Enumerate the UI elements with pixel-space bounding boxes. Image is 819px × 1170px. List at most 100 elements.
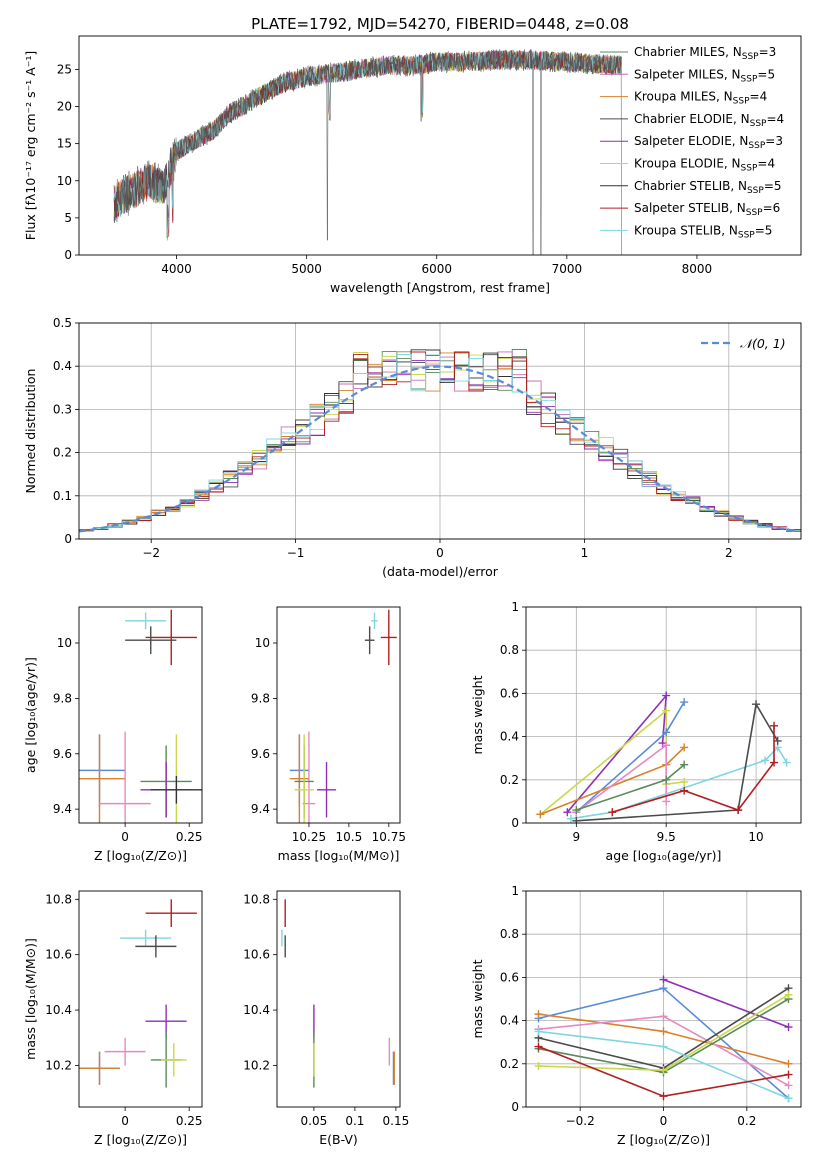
errorbar-point — [145, 899, 197, 927]
x-tick-label: 0 — [660, 1114, 668, 1128]
errorbar-point — [161, 1043, 187, 1077]
x-axis-label: wavelength [Angstrom, rest frame] — [330, 280, 550, 295]
axes-frame — [78, 890, 203, 1108]
x-axis-label: (data-model)/error — [382, 564, 499, 579]
panel-mass_vs_Z: 0 0.25 10.2 10.4 10.6 10.8 Z [log₁₀(Z/Z⊙)] mass… — [23, 890, 203, 1147]
axes-frame — [78, 606, 203, 824]
y-tick-label: 15 — [57, 137, 72, 151]
errorbar-point — [289, 734, 309, 823]
legend: 𝒩(0, 1) — [701, 336, 786, 351]
axes-frame — [78, 322, 802, 540]
plus-marker — [608, 808, 617, 817]
plus-marker — [784, 1070, 793, 1079]
plus-marker — [784, 1023, 793, 1032]
axes-frame — [525, 606, 802, 824]
panel-age_vs_Z: 0 0.25 9.4 9.6 9.8 10 Z [log₁₀(Z/Z⊙)] age [log₁… — [23, 606, 203, 863]
plus-marker — [680, 743, 689, 752]
plus-marker — [572, 816, 581, 823]
x-axis-label: E(B-V) — [319, 1132, 358, 1147]
x-tick-label: 0.2 — [737, 1114, 756, 1128]
y-tick-label: 0.3 — [53, 402, 72, 416]
plus-marker — [662, 728, 671, 737]
plus-marker — [572, 806, 581, 815]
y-tick-label: 0.6 — [500, 970, 519, 984]
y-tick-label: 10 — [255, 636, 270, 650]
y-axis-label: mass [log₁₀(M/M⊙)] — [23, 938, 38, 1060]
y-tick-label: 0.4 — [500, 1014, 519, 1028]
x-tick-label: 0 — [436, 546, 444, 560]
plus-marker — [662, 741, 671, 750]
x-tick-label: 10.25 — [292, 830, 326, 844]
errorbar-point — [125, 626, 177, 655]
plot-area-massweight_vs_Z — [534, 975, 793, 1103]
x-tick-label: 0 — [121, 830, 129, 844]
y-tick-label: 5 — [64, 211, 72, 225]
axes-frame — [525, 890, 802, 1108]
y-axis-label: Flux [fλ10⁻¹⁷ erg cm⁻² s⁻¹ A⁻¹] — [23, 51, 38, 240]
weight-line — [663, 978, 789, 1028]
y-tick-label: 0.4 — [53, 359, 72, 373]
observed-spectrum-line — [113, 49, 622, 255]
errorbar-point — [364, 626, 375, 655]
y-tick-label: 10.4 — [243, 1003, 270, 1017]
y-tick-label: 10.6 — [243, 948, 270, 962]
histogram-step — [79, 354, 801, 532]
x-tick-label: 0.25 — [176, 830, 203, 844]
plus-marker — [680, 777, 689, 786]
errorbar-point — [294, 734, 314, 823]
y-tick-label: 0.2 — [500, 1057, 519, 1071]
y-tick-label: 25 — [57, 62, 72, 76]
plus-marker — [534, 1027, 543, 1036]
plus-marker — [773, 736, 782, 745]
x-tick-label: 10.5 — [336, 830, 363, 844]
x-tick-label: 0.15 — [383, 1114, 410, 1128]
y-tick-label: 1 — [511, 884, 519, 898]
x-tick-label: 9.5 — [657, 830, 676, 844]
legend-entry: Kroupa ELODIE, NSSP=4 — [634, 157, 775, 174]
errorbar-point — [145, 609, 197, 666]
x-tick-label: 0.25 — [176, 1114, 203, 1128]
y-tick-label: 10.2 — [45, 1058, 72, 1072]
errorbar-point — [120, 929, 172, 947]
legend-entry: Salpeter STELIB, NSSP=6 — [634, 201, 780, 218]
y-tick-label: 0.1 — [53, 489, 72, 503]
y-axis-label: mass weight — [470, 675, 485, 754]
figure-title: PLATE=1792, MJD=54270, FIBERID=0448, z=0… — [251, 15, 629, 33]
plus-marker — [784, 990, 793, 999]
plus-marker — [770, 721, 779, 730]
plus-marker — [662, 775, 671, 784]
panel-massweight_vs_age: 9 9.5 10 0 0.2 0.4 0.6 0.8 1 age [log₁₀(age/yr)] m… — [470, 600, 802, 863]
errorbar-point — [135, 935, 177, 958]
y-tick-label: 10 — [57, 174, 72, 188]
legend-entry: Chabrier MILES, NSSP=3 — [634, 45, 776, 62]
y-tick-label: 0.8 — [500, 643, 519, 657]
x-tick-label: 5000 — [291, 262, 322, 276]
plus-marker — [662, 797, 671, 806]
y-tick-label: 0 — [511, 816, 519, 830]
errorbar-point — [79, 734, 126, 823]
plot-area-mass_vs_ebv — [281, 899, 395, 1088]
errorbar-point — [79, 1051, 120, 1085]
x-axis-label: Z [log₁₀(Z/Z⊙)] — [94, 848, 187, 863]
errorbar-point — [104, 1037, 146, 1066]
y-axis-label: Normed distribution — [23, 369, 38, 494]
panel-spectrum: 4000 5000 6000 7000 8000 0 5 10 15 20 25 wavelength… — [23, 35, 802, 295]
plot-area-residuals — [79, 349, 801, 533]
plus-marker — [662, 706, 671, 715]
x-tick-label: 2 — [725, 546, 733, 560]
panel-massweight_vs_Z: −0.2 0 0.2 0 0.2 0.4 0.6 0.8 1 Z [log₁₀(Z/Z⊙)] mas… — [470, 884, 802, 1147]
plus-marker — [734, 806, 743, 815]
x-tick-label: 7000 — [552, 262, 583, 276]
plot-area-age_vs_Z — [79, 609, 202, 823]
x-tick-label: −1 — [287, 546, 305, 560]
panel-mass_vs_ebv: 0.05 0.1 0.15 10.2 10.4 10.6 10.8 E(B-V) — [243, 890, 410, 1147]
plus-marker — [770, 758, 779, 767]
gaussian-curve — [79, 365, 799, 533]
plot-area-age_vs_mass — [289, 609, 397, 823]
y-tick-label: 1 — [511, 600, 519, 614]
y-tick-label: 9.6 — [53, 747, 72, 761]
y-tick-label: 0.2 — [500, 773, 519, 787]
plus-marker — [761, 756, 770, 765]
plus-marker — [534, 1042, 543, 1051]
